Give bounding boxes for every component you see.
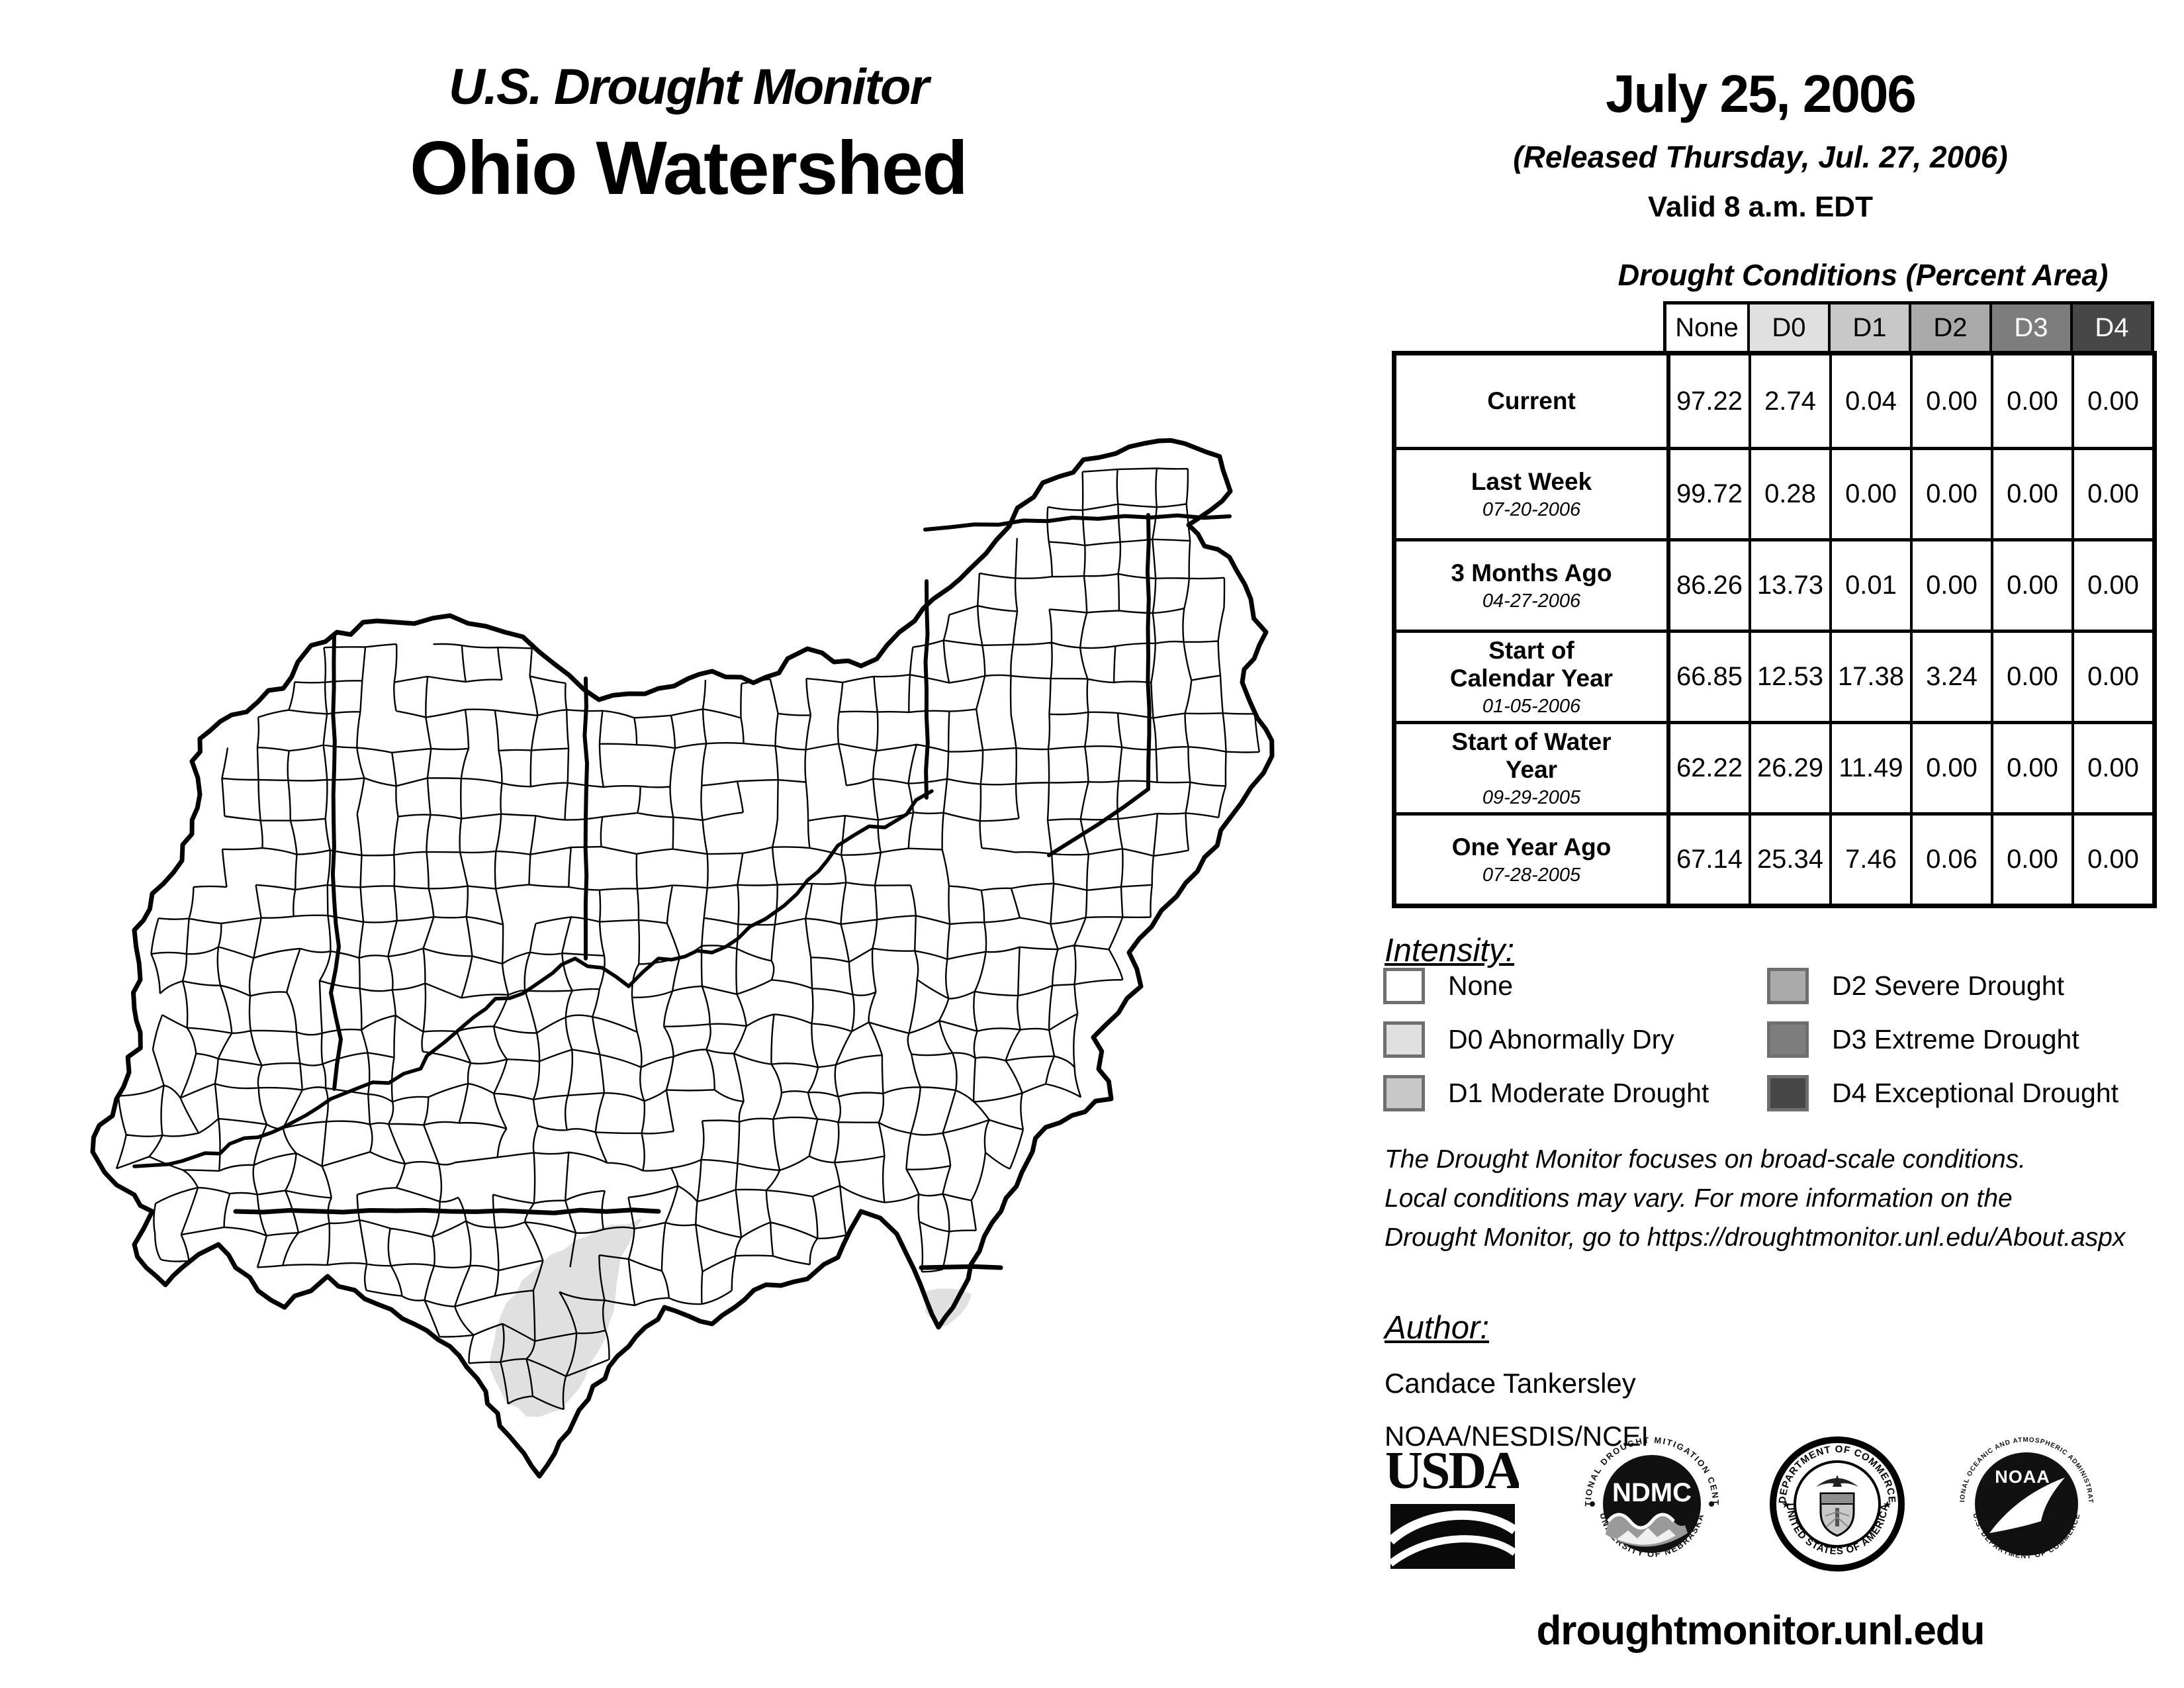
value-cell: 0.00 [1910, 721, 1991, 812]
value-cell: 0.00 [1991, 447, 2071, 538]
value-cell: 0.00 [1991, 721, 2071, 812]
row-label: One Year Ago 07-28-2005 [1396, 812, 1668, 904]
svg-text:★: ★ [1782, 1499, 1790, 1511]
value-cell: 0.00 [1991, 355, 2071, 447]
value-cell: 66.85 [1668, 630, 1749, 721]
svg-text:★: ★ [1883, 1499, 1891, 1511]
value-cell: 0.00 [2071, 355, 2152, 447]
map-date: July 25, 2006 [1606, 64, 1917, 123]
value-cell: 67.14 [1668, 812, 1749, 904]
value-cell: 99.72 [1668, 447, 1749, 538]
value-cell: 0.06 [1910, 812, 1991, 904]
col-header-d2: D2 [1909, 305, 1989, 351]
value-cell: 0.28 [1749, 447, 1829, 538]
value-cell: 0.00 [1829, 447, 1910, 538]
svg-text:USDA: USDA [1387, 1442, 1519, 1500]
row-label: Start of Calendar Year 01-05-2006 [1396, 630, 1668, 721]
value-cell: 12.53 [1749, 630, 1829, 721]
legend-swatch-d0 [1383, 1021, 1425, 1058]
value-cell: 0.00 [1991, 538, 2071, 630]
col-header-d3: D3 [1989, 305, 2070, 351]
legend-swatch-none [1383, 968, 1425, 1004]
value-cell: 25.34 [1749, 812, 1829, 904]
author-org: NOAA/NESDIS/NCEI [1385, 1421, 1649, 1452]
legend-title: Intensity: [1385, 933, 1515, 968]
value-cell: 26.29 [1749, 721, 1829, 812]
svg-text:NDMC: NDMC [1612, 1478, 1692, 1507]
released-date: (Released Thursday, Jul. 27, 2006) [1513, 140, 2008, 174]
table-header-row: None D0 D1 D2 D3 D4 [1663, 301, 2154, 354]
value-cell: 0.00 [1910, 355, 1991, 447]
program-title: U.S. Drought Monitor [448, 59, 929, 115]
row-label: Last Week 07-20-2006 [1396, 447, 1668, 538]
legend-label: D2 Severe Drought [1832, 970, 2064, 1001]
legend-label: D1 Moderate Drought [1448, 1078, 1709, 1108]
row-label: Start of Water Year 09-29-2005 [1396, 721, 1668, 812]
row-label: 3 Months Ago 04-27-2006 [1396, 538, 1668, 630]
noaa-seal-icon: NATIONAL OCEANIC AND ATMOSPHERIC ADMINIS… [1956, 1434, 2093, 1560]
value-cell: 0.00 [1910, 538, 1991, 630]
author-name: Candace Tankersley [1385, 1368, 1636, 1399]
page-title: Ohio Watershed [410, 126, 968, 211]
disclaimer-text: The Drought Monitor focuses on broad-sca… [1385, 1145, 2126, 1252]
value-cell: 2.74 [1749, 355, 1829, 447]
value-cell: 7.46 [1829, 812, 1910, 904]
svg-text:NOAA: NOAA [1995, 1467, 2050, 1487]
intensity-legend: None D2 Severe Drought D0 Abnormally Dry… [1383, 968, 2132, 1111]
value-cell: 0.00 [2071, 812, 2152, 904]
ndmc-logo-icon: NATIONAL DROUGHT MITIGATION CENTER UNIVE… [1582, 1434, 1719, 1559]
legend-label: D0 Abnormally Dry [1448, 1024, 1674, 1055]
value-cell: 11.49 [1829, 721, 1910, 812]
col-header-d1: D1 [1828, 305, 1909, 351]
col-header-d0: D0 [1747, 305, 1828, 351]
value-cell: 17.38 [1829, 630, 1910, 721]
value-cell: 0.04 [1829, 355, 1910, 447]
value-cell: 0.00 [2071, 538, 2152, 630]
value-cell: 13.73 [1749, 538, 1829, 630]
ohio-watershed-map [90, 438, 1275, 1479]
commerce-seal-icon: DEPARTMENT OF COMMERCE UNITED STATES OF … [1770, 1436, 1905, 1571]
legend-label: None [1448, 970, 1514, 1001]
value-cell: 97.22 [1668, 355, 1749, 447]
value-cell: 0.00 [1991, 812, 2071, 904]
usda-logo-icon: USDA [1387, 1442, 1519, 1569]
legend-swatch-d1 [1383, 1075, 1425, 1111]
value-cell: 86.26 [1668, 538, 1749, 630]
legend-label: D4 Exceptional Drought [1832, 1078, 2119, 1108]
legend-swatch-d2 [1767, 968, 1809, 1004]
value-cell: 62.22 [1668, 721, 1749, 812]
row-label: Current [1396, 355, 1668, 447]
value-cell: 0.00 [2071, 447, 2152, 538]
value-cell: 0.00 [1910, 447, 1991, 538]
col-header-d4: D4 [2070, 305, 2151, 351]
valid-time: Valid 8 a.m. EDT [1648, 191, 1873, 223]
value-cell: 3.24 [1910, 630, 1991, 721]
value-cell: 0.00 [1991, 630, 2071, 721]
release-block: July 25, 2006 (Released Thursday, Jul. 2… [1423, 64, 2098, 224]
legend-label: D3 Extreme Drought [1832, 1024, 2079, 1055]
table-body: Current 97.22 2.74 0.04 0.00 0.00 0.00 L… [1392, 351, 2157, 908]
value-cell: 0.01 [1829, 538, 1910, 630]
table-title: Drought Conditions (Percent Area) [1617, 258, 2109, 292]
brand-block: U.S. Drought Monitor Ohio Watershed [225, 58, 1152, 212]
legend-swatch-d3 [1767, 1021, 1809, 1058]
col-header-none: None [1666, 305, 1747, 351]
value-cell: 0.00 [2071, 721, 2152, 812]
value-cell: 0.00 [2071, 630, 2152, 721]
website-url: droughtmonitor.unl.edu [1536, 1608, 1985, 1654]
author-heading: Author: [1385, 1310, 1489, 1346]
legend-swatch-d4 [1767, 1075, 1809, 1111]
